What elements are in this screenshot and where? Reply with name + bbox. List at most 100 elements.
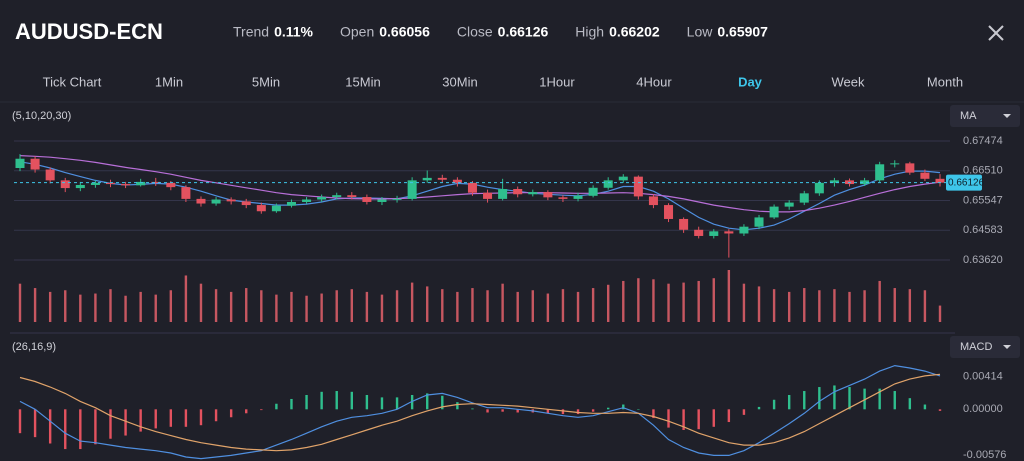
histogram-bar bbox=[229, 409, 233, 418]
candle-body bbox=[648, 196, 658, 206]
timeframe-tab[interactable]: 30Min bbox=[442, 74, 477, 89]
candle-body bbox=[317, 197, 327, 200]
histogram-bar bbox=[184, 409, 188, 427]
candle-body bbox=[769, 206, 779, 218]
candle-body bbox=[332, 195, 342, 198]
volume-bar bbox=[622, 280, 625, 322]
histogram-bar bbox=[169, 409, 173, 427]
histogram-bar bbox=[818, 387, 821, 410]
candle-body bbox=[241, 201, 251, 206]
candle-body bbox=[181, 187, 191, 199]
volume-bar bbox=[79, 294, 82, 322]
macd-line bbox=[19, 364, 941, 460]
histogram-bar bbox=[245, 409, 248, 414]
volume-bar bbox=[893, 288, 896, 322]
stat-label: High bbox=[575, 24, 604, 40]
histogram-bar bbox=[501, 409, 504, 412]
histogram-bar bbox=[33, 409, 37, 438]
volume-bar bbox=[139, 291, 142, 322]
volume-bar bbox=[697, 280, 700, 322]
candle-body bbox=[211, 199, 221, 204]
histogram-bar bbox=[682, 409, 685, 430]
volume-bar bbox=[94, 293, 97, 322]
timeframe-tab[interactable]: 4Hour bbox=[636, 74, 672, 89]
candle-body bbox=[860, 180, 870, 185]
volume-bar bbox=[320, 293, 323, 322]
histogram-bar bbox=[395, 397, 399, 410]
symbol: AUDUSD-ECN bbox=[15, 19, 163, 44]
candle-body bbox=[935, 178, 945, 183]
close-button[interactable] bbox=[988, 25, 1004, 41]
histogram-bar bbox=[923, 404, 927, 410]
volume-bar bbox=[426, 286, 429, 322]
timeframe-tab[interactable]: Day bbox=[738, 74, 763, 89]
volume-bar bbox=[742, 283, 746, 322]
candle-body bbox=[256, 205, 266, 212]
volume-bar bbox=[365, 291, 369, 322]
candle-body bbox=[754, 217, 764, 227]
histogram-bar bbox=[622, 404, 625, 410]
indicator-dropdown[interactable] bbox=[950, 105, 1020, 127]
candle-body bbox=[136, 181, 146, 186]
histogram-bar bbox=[471, 408, 474, 410]
candle-body bbox=[890, 163, 900, 165]
timeframe-tab[interactable]: 1Hour bbox=[539, 74, 575, 89]
candle-body bbox=[302, 199, 312, 202]
volume-bar bbox=[757, 286, 761, 322]
candle-body bbox=[588, 187, 598, 196]
histogram-bar bbox=[712, 409, 715, 427]
volume-bar bbox=[546, 293, 550, 322]
candle-body bbox=[166, 182, 176, 188]
volume-bar bbox=[667, 283, 670, 322]
candle-body bbox=[90, 182, 100, 185]
volume-bar bbox=[260, 290, 263, 322]
volume-bar bbox=[380, 294, 384, 322]
candle-body bbox=[618, 176, 628, 181]
timeframe-tab[interactable]: 1Min bbox=[155, 74, 183, 89]
candle-body bbox=[513, 189, 523, 195]
volume-bar bbox=[516, 291, 519, 322]
histogram-bar bbox=[893, 391, 896, 410]
histogram-bar bbox=[606, 407, 610, 410]
dropdown-arrow[interactable] bbox=[1003, 345, 1011, 349]
indicator-dropdown-label[interactable]: MACD bbox=[960, 341, 992, 353]
candle-body bbox=[633, 176, 643, 197]
histogram-bar bbox=[878, 388, 881, 410]
volume-bar bbox=[561, 289, 565, 322]
volume-bar bbox=[531, 290, 534, 322]
histogram-bar bbox=[561, 409, 565, 415]
candle-body bbox=[437, 177, 447, 180]
volume-bar bbox=[245, 288, 248, 322]
histogram-bar bbox=[426, 393, 429, 410]
candle-body bbox=[573, 195, 583, 199]
stat-label: Close bbox=[457, 24, 493, 40]
stat-label: Low bbox=[687, 24, 714, 40]
timeframe-tab[interactable]: Month bbox=[927, 74, 963, 89]
y-tick-label: -0.00576 bbox=[963, 449, 1006, 461]
timeframe-tab[interactable]: 5Min bbox=[252, 74, 280, 89]
candle-body bbox=[407, 180, 417, 199]
histogram-bar bbox=[139, 409, 142, 432]
indicator-dropdown[interactable] bbox=[950, 336, 1020, 358]
volume-bar bbox=[184, 275, 188, 322]
y-tick-label: 0.00000 bbox=[963, 403, 1003, 415]
histogram-bar bbox=[320, 391, 323, 410]
close-icon[interactable] bbox=[988, 25, 1004, 41]
volume-bar bbox=[833, 289, 836, 322]
dropdown-arrow[interactable] bbox=[1003, 114, 1011, 118]
candle-body bbox=[679, 218, 689, 230]
timeframe-tab[interactable]: Week bbox=[832, 74, 865, 89]
y-tick-label: 0.00414 bbox=[963, 370, 1003, 382]
indicator-dropdown-label[interactable]: MA bbox=[960, 110, 977, 122]
stat-value: 0.66056 bbox=[379, 24, 430, 40]
candle-body bbox=[452, 179, 462, 183]
histogram-bar bbox=[260, 409, 263, 411]
candle-body bbox=[362, 197, 372, 202]
timeframe-tab[interactable]: 15Min bbox=[345, 74, 380, 89]
volume-bar bbox=[229, 291, 233, 322]
timeframe-tab[interactable]: Tick Chart bbox=[43, 74, 102, 89]
candle-body bbox=[30, 158, 40, 170]
volume-bar bbox=[350, 289, 354, 322]
